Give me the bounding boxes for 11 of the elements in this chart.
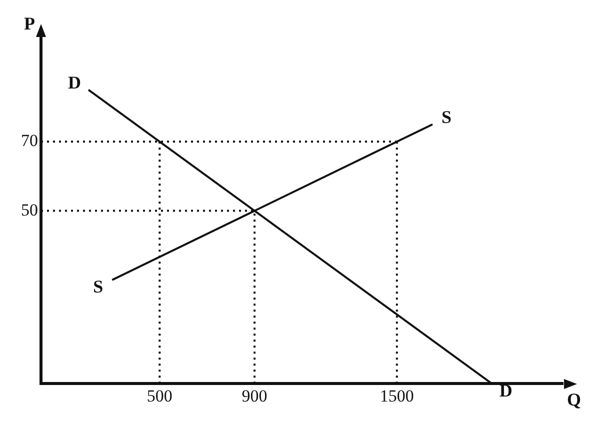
y-axis-title: P (24, 14, 35, 34)
x-tick-label: 1500 (380, 386, 414, 406)
y-tick-label: 70 (21, 131, 38, 150)
series-label: D (68, 72, 81, 92)
x-axis-title: Q (567, 389, 582, 410)
y-tick-label: 50 (21, 200, 38, 220)
text: D (499, 380, 512, 400)
x-tick-label: 900 (242, 386, 268, 406)
series-label: S (441, 107, 452, 128)
x-tick-label: 500 (146, 386, 172, 406)
text: S (93, 276, 104, 297)
